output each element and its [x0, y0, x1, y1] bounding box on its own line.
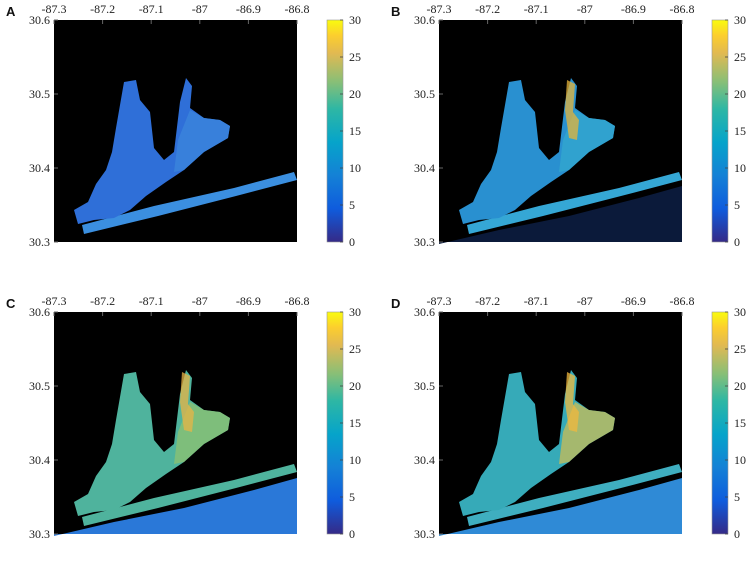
sound-water — [82, 172, 297, 234]
colorbar-tick-label: 10 — [349, 161, 361, 175]
lon-tick-label: -87.3 — [427, 2, 452, 16]
map-panel-B: B -87.3 -87.2 -87.1 -87 -86.9 -86.8 30.6 30.5 30.… — [391, 2, 746, 249]
colorbar-tick-label: 25 — [349, 342, 361, 356]
colorbar-tick-label: 10 — [349, 453, 361, 467]
east-bay-water — [174, 110, 230, 172]
panel-label: D — [391, 296, 400, 311]
lon-tick-label: -86.8 — [670, 2, 695, 16]
colorbar-tick-label: 15 — [734, 416, 746, 430]
lon-tick-label: -87.2 — [90, 294, 115, 308]
lat-tick-label: 30.5 — [29, 87, 50, 101]
colorbar-tick-label: 20 — [349, 379, 361, 393]
lat-tick-label: 30.4 — [414, 453, 435, 467]
lat-tick-label: 30.6 — [29, 305, 50, 319]
high-value-zone — [565, 80, 579, 140]
colorbar-tick-label: 0 — [734, 235, 740, 249]
lon-tick-label: -86.9 — [236, 2, 261, 16]
lat-tick-label: 30.6 — [29, 13, 50, 27]
lon-tick-label: -86.9 — [621, 294, 646, 308]
lat-tick-label: 30.3 — [29, 527, 50, 541]
colorbar-tick-label: 5 — [734, 198, 740, 212]
sound-water — [82, 464, 297, 526]
map-water-layer — [439, 78, 682, 244]
gulf-water — [439, 186, 682, 244]
sound-water — [467, 172, 682, 234]
colorbar-tick-label: 0 — [349, 527, 355, 541]
colorbar-tick-label: 20 — [734, 379, 746, 393]
colorbar-tick-label: 20 — [349, 87, 361, 101]
colorbar-tick-label: 0 — [349, 235, 355, 249]
colorbar-tick-label: 15 — [734, 124, 746, 138]
lat-tick-label: 30.3 — [414, 235, 435, 249]
colorbar-tick-label: 10 — [734, 453, 746, 467]
lon-tick-label: -87 — [192, 2, 208, 16]
lon-tick-label: -87.2 — [475, 294, 500, 308]
lat-tick-label: 30.6 — [414, 305, 435, 319]
sound-water — [467, 464, 682, 526]
lon-tick-label: -87.3 — [427, 294, 452, 308]
lon-tick-label: -86.8 — [285, 2, 310, 16]
panel-label: A — [6, 4, 16, 19]
colorbar-tick-label: 25 — [734, 50, 746, 64]
lat-tick-label: 30.3 — [29, 235, 50, 249]
panel-label: C — [6, 296, 16, 311]
gulf-water — [54, 478, 297, 536]
lon-tick-label: -86.8 — [670, 294, 695, 308]
colorbar-tick-label: 15 — [349, 416, 361, 430]
lon-tick-label: -87.1 — [524, 294, 549, 308]
lon-tick-label: -87.3 — [42, 294, 67, 308]
map-water-layer — [54, 370, 297, 536]
lon-tick-label: -87.1 — [139, 294, 164, 308]
lon-tick-label: -86.9 — [621, 2, 646, 16]
colorbar-tick-label: 30 — [734, 13, 746, 27]
map-panel-D: D -87.3 -87.2 -87.1 -87 -86.9 -86.8 30.6 30.5 30.… — [391, 294, 746, 541]
colorbar-tick-label: 30 — [349, 13, 361, 27]
map-water-layer — [74, 78, 297, 234]
colorbar-tick-label: 5 — [349, 490, 355, 504]
lon-tick-label: -87.3 — [42, 2, 67, 16]
colorbar-tick-label: 20 — [734, 87, 746, 101]
lat-tick-label: 30.5 — [414, 379, 435, 393]
colorbar-tick-label: 10 — [734, 161, 746, 175]
lon-tick-label: -86.9 — [236, 294, 261, 308]
lat-tick-label: 30.4 — [29, 453, 50, 467]
colorbar-tick-label: 5 — [349, 198, 355, 212]
colorbar-tick-label: 25 — [734, 342, 746, 356]
high-value-zone — [565, 372, 579, 432]
lat-tick-label: 30.4 — [414, 161, 435, 175]
colorbar-tick-label: 25 — [349, 50, 361, 64]
lat-tick-label: 30.3 — [414, 527, 435, 541]
colorbar-tick-label: 0 — [734, 527, 740, 541]
high-value-zone — [180, 372, 194, 432]
lon-tick-label: -87.1 — [524, 2, 549, 16]
colorbar-tick-label: 15 — [349, 124, 361, 138]
colorbar-tick-label: 30 — [349, 305, 361, 319]
lat-tick-label: 30.4 — [29, 161, 50, 175]
lon-tick-label: -87.1 — [139, 2, 164, 16]
lon-tick-label: -87.2 — [475, 2, 500, 16]
lat-tick-label: 30.6 — [414, 13, 435, 27]
map-panel-A: A -87.3 -87.2 -87.1 -87 -86.9 -86.8 30.6 30.5 30.… — [6, 2, 361, 249]
map-panel-C: C -87.3 -87.2 -87.1 -87 -86.9 -86.8 30.6 30.5 30.… — [6, 294, 361, 541]
lon-tick-label: -87.2 — [90, 2, 115, 16]
lat-tick-label: 30.5 — [29, 379, 50, 393]
panel-label: B — [391, 4, 400, 19]
map-water-layer — [439, 370, 682, 536]
lon-tick-label: -87 — [577, 294, 593, 308]
colorbar-tick-label: 30 — [734, 305, 746, 319]
lon-tick-label: -87 — [192, 294, 208, 308]
gulf-water — [439, 478, 682, 536]
lon-tick-label: -87 — [577, 2, 593, 16]
lon-tick-label: -86.8 — [285, 294, 310, 308]
lat-tick-label: 30.5 — [414, 87, 435, 101]
colorbar-tick-label: 5 — [734, 490, 740, 504]
